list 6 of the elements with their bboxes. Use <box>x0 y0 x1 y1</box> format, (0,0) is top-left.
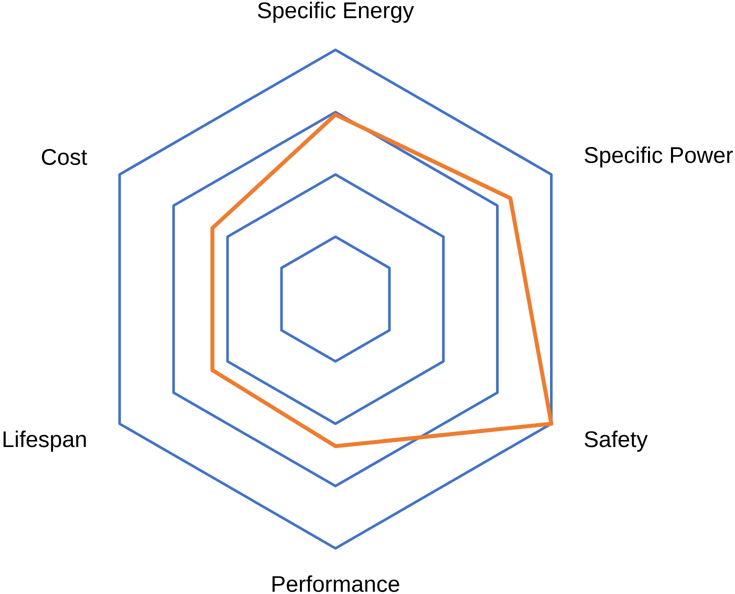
spoke-label: Safety <box>584 430 648 452</box>
spoke-label: Performance <box>272 576 400 592</box>
spoke-label: Lifespan <box>4 430 86 452</box>
spoke-label: Cost <box>42 149 88 166</box>
spoke-label: Specific Energy <box>258 2 414 23</box>
spoke-label: Specific Power <box>584 146 733 168</box>
